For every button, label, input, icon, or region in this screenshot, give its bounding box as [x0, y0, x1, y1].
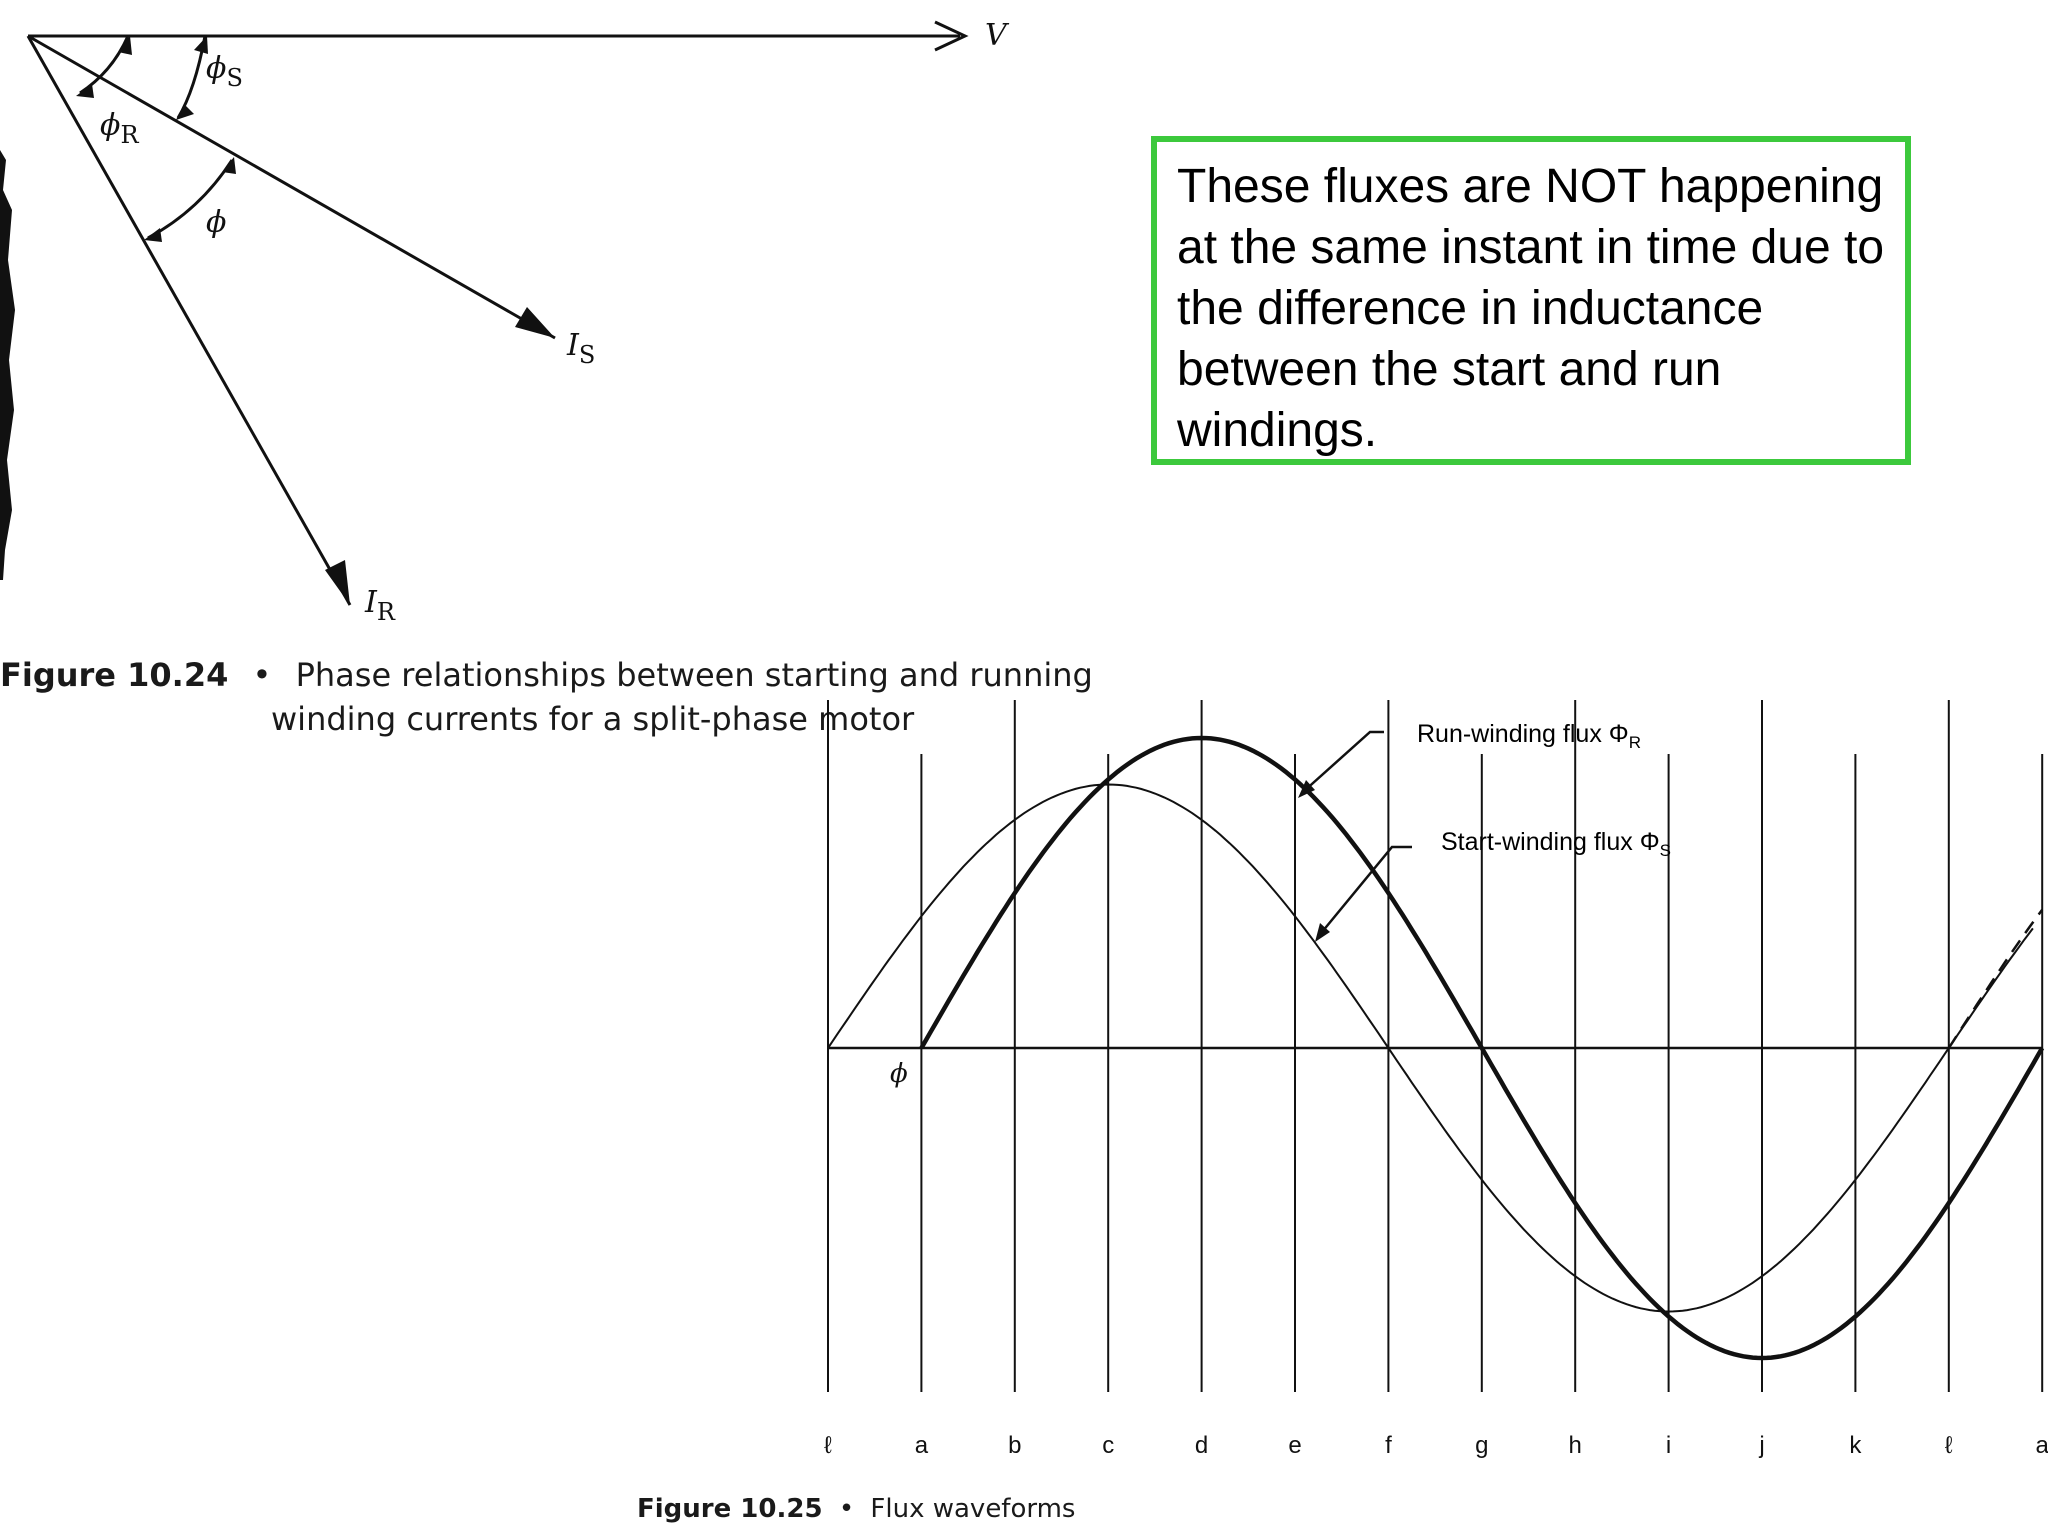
- v-label: V: [985, 18, 1010, 53]
- x-tick-label: g: [1475, 1432, 1488, 1459]
- is-arrowhead: [515, 307, 555, 338]
- x-tick-label: ℓ: [824, 1432, 832, 1459]
- phi-s-arrow-bottom: [176, 104, 194, 120]
- start-winding-flux-curve: [827, 783, 2034, 1313]
- scan-edge-artifact: [0, 150, 22, 580]
- callout-text: These fluxes are NOT happening at the sa…: [1177, 160, 1885, 457]
- start-leader-arrow: [1315, 923, 1330, 942]
- run-winding-continuation: [1947, 908, 2044, 1049]
- x-tick-label: j: [1758, 1432, 1764, 1459]
- x-tick-label: f: [1385, 1432, 1392, 1459]
- x-tick-label: d: [1195, 1432, 1208, 1459]
- callout-box: These fluxes are NOT happening at the sa…: [1151, 136, 1911, 465]
- phi-arrow-bottom: [144, 228, 162, 242]
- v-arrowhead: [934, 20, 969, 52]
- x-tick-label: b: [1008, 1432, 1021, 1459]
- x-tick-label: ℓ: [1945, 1432, 1953, 1459]
- phi-r-arrow-top: [118, 36, 132, 55]
- figure-25-number: Figure 10.25: [637, 1494, 823, 1524]
- ir-phasor-line: [26, 35, 352, 606]
- figure-24-number: Figure 10.24: [0, 656, 229, 694]
- start-label-leader: [1321, 845, 1412, 933]
- x-tick-label: k: [1849, 1432, 1862, 1459]
- run-leader-arrow: [1298, 780, 1315, 798]
- figure-24-caption-line2: winding currents for a split-phase motor: [271, 700, 915, 738]
- run-label-leader: [1302, 730, 1384, 793]
- phi-label: ϕ: [206, 205, 226, 240]
- figure-24-caption-text1: Phase relationships between starting and…: [295, 656, 1093, 694]
- figure-25-caption-text: Flux waveforms: [870, 1494, 1076, 1524]
- ir-arrowhead: [325, 560, 350, 605]
- phasor-diagram: V IS IR ϕS ϕR ϕ: [26, 18, 1010, 626]
- run-winding-label: Run-winding flux ΦR: [1417, 720, 1641, 752]
- ir-label: IR: [364, 585, 396, 626]
- x-tick-label: a: [915, 1432, 929, 1459]
- x-tick-label: h: [1569, 1432, 1582, 1459]
- figure-25-bullet: •: [838, 1494, 855, 1524]
- x-tick-label: c: [1102, 1432, 1114, 1459]
- phi-arrow-top: [222, 157, 236, 174]
- figure-24-bullet: •: [252, 656, 272, 694]
- phi-r-label: ϕR: [100, 108, 139, 149]
- x-tick-label: i: [1666, 1432, 1671, 1459]
- figure-25-caption: Figure 10.25 • Flux waveforms: [637, 1494, 1075, 1524]
- phase-shift-label: ϕ: [890, 1059, 908, 1089]
- flux-waveform-chart: ℓ a b c d e f g h i j k ℓ a Run-winding flux ΦR Start…: [824, 700, 2048, 1459]
- figure-24-caption-line1: Figure 10.24 • Phase relationships betwe…: [0, 656, 1093, 694]
- x-tick-label: e: [1288, 1432, 1301, 1459]
- phi-s-label: ϕS: [206, 51, 243, 92]
- phi-r-arc: [79, 35, 130, 95]
- x-tick-label: a: [2036, 1432, 2048, 1459]
- is-label: IS: [566, 328, 595, 369]
- phi-r-arrow-bottom: [76, 84, 94, 98]
- is-phasor-line: [27, 34, 556, 340]
- phi-s-arrow-top: [194, 36, 208, 54]
- start-winding-label: Start-winding flux ΦS: [1441, 828, 1671, 860]
- run-winding-flux-curve: [919, 735, 2045, 1361]
